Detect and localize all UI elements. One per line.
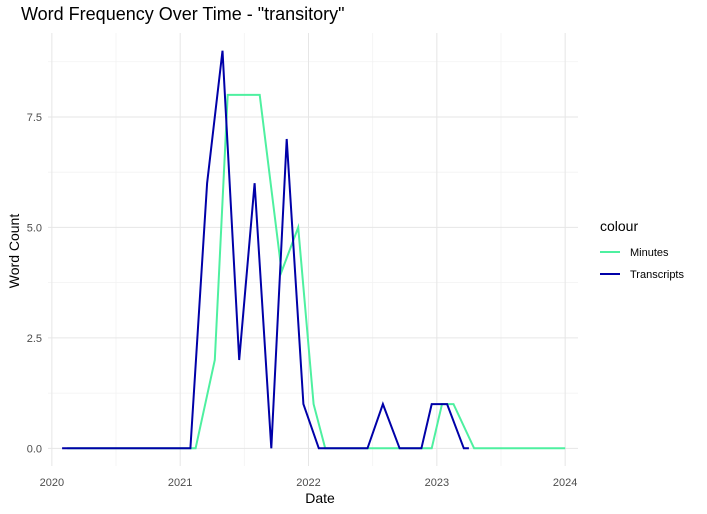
y-tick-label: 5.0 [27, 222, 42, 234]
legend-label-transcripts: Transcripts [630, 269, 684, 281]
major-grid [48, 33, 578, 466]
series-line-minutes [67, 93, 566, 450]
x-axis-title: Date [305, 490, 335, 506]
series-line-transcripts [62, 50, 469, 450]
legend: colour Minutes Transcripts [600, 218, 684, 281]
series-lines [62, 50, 566, 450]
x-tick-label: 2020 [40, 477, 64, 489]
x-axis-ticks: 2020 2021 2022 2023 2024 [40, 477, 578, 489]
y-axis-title: Word Count [6, 214, 22, 289]
x-tick-label: 2024 [553, 477, 577, 489]
x-tick-label: 2021 [168, 477, 192, 489]
y-tick-label: 7.5 [27, 112, 42, 124]
y-tick-label: 0.0 [27, 443, 42, 455]
y-axis-ticks: 0.0 2.5 5.0 7.5 [27, 112, 42, 455]
y-tick-label: 2.5 [27, 333, 42, 345]
x-tick-label: 2022 [296, 477, 320, 489]
chart-title: Word Frequency Over Time - "transitory" [21, 4, 345, 24]
legend-title: colour [600, 218, 638, 234]
x-tick-label: 2023 [425, 477, 449, 489]
legend-label-minutes: Minutes [630, 247, 669, 259]
